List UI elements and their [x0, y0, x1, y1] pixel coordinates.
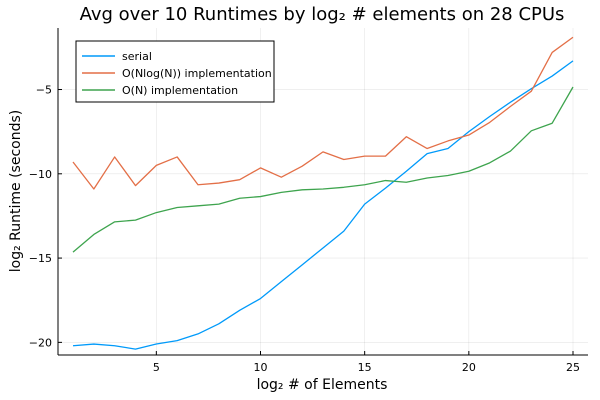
ticks-layer: 5 10 15 20 25 −20 −15 −10 −5 [29, 84, 580, 374]
legend-label: serial [122, 50, 152, 63]
y-axis-label: log₂ Runtime (seconds) [8, 110, 24, 272]
y-tick-label: −10 [29, 168, 52, 181]
x-axis-label: log₂ # of Elements [257, 377, 388, 393]
axes-layer [57, 28, 588, 356]
y-tick-label: −15 [29, 252, 52, 265]
series-layer [72, 36, 574, 350]
x-tick-label: 5 [153, 361, 160, 374]
legend-label: O(N) implementation [122, 84, 238, 97]
y-tick-label: −20 [29, 336, 52, 349]
chart-title: Avg over 10 Runtimes by log₂ # elements … [80, 4, 565, 25]
legend-box [75, 40, 275, 103]
series-line-3 [72, 86, 574, 253]
legend-label: O(Nlog(N)) implementation [122, 67, 272, 80]
series-line-1 [72, 60, 574, 350]
x-tick-label: 10 [254, 361, 268, 374]
legend: serial O(Nlog(N)) implementation O(N) impl… [75, 40, 275, 103]
series-line-2 [72, 36, 574, 190]
x-tick-label: 20 [462, 361, 476, 374]
y-tick-label: −5 [36, 84, 52, 97]
x-tick-label: 15 [358, 361, 372, 374]
x-tick-label: 25 [566, 361, 580, 374]
